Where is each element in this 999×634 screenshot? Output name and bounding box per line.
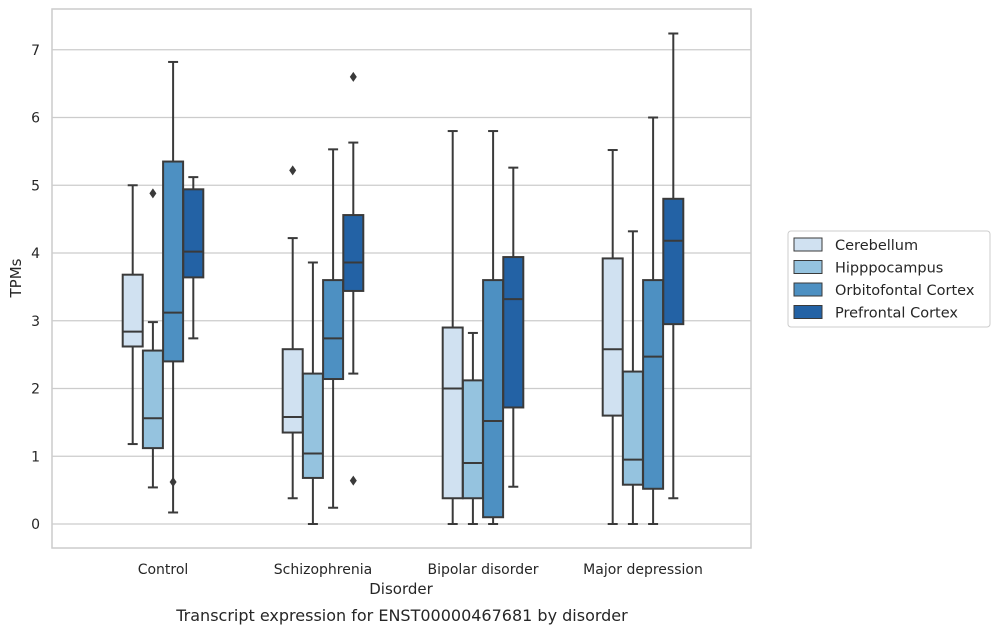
- box-iqr: [621, 370, 644, 486]
- box-iqr: [642, 279, 665, 490]
- x-tick-label: Major depression: [583, 562, 703, 578]
- box-group: [621, 230, 644, 525]
- y-tick-label: 4: [31, 246, 40, 262]
- legend-swatch: [793, 260, 823, 274]
- legend-swatch: [793, 237, 823, 252]
- box-iqr: [601, 257, 624, 417]
- box-iqr: [162, 160, 185, 363]
- legend-label: Prefrontal Cortex: [835, 306, 958, 322]
- box-group: [461, 331, 484, 525]
- legend: Cerebellum Hipppocampus Orbitofontal Corte…: [787, 230, 991, 328]
- outlier-point: [149, 188, 157, 199]
- y-tick-label: 7: [31, 43, 40, 59]
- box-group: [322, 148, 345, 509]
- y-tick-label: 3: [31, 314, 40, 330]
- y-axis-label: TPMs: [7, 258, 25, 298]
- box-group: [182, 176, 205, 340]
- box-group: [301, 261, 324, 525]
- outlier-point: [169, 476, 177, 487]
- legend-label: Orbitofontal Cortex: [835, 283, 975, 299]
- plot-frame: [51, 8, 752, 549]
- box-group: [662, 32, 685, 500]
- box-group: [601, 149, 624, 525]
- box-iqr: [281, 348, 304, 434]
- y-tick-label: 0: [31, 517, 40, 533]
- box-iqr: [141, 349, 164, 450]
- legend-label: Hipppocampus: [835, 261, 943, 277]
- box-group: [642, 116, 665, 525]
- x-tick-label: Schizophrenia: [274, 562, 372, 578]
- box-iqr: [322, 279, 345, 381]
- x-tick-label: Bipolar disorder: [427, 562, 538, 578]
- x-axis-label: Disorder: [369, 580, 433, 598]
- x-tick-labels: Control Schizophrenia Bipolar disorder Majo…: [138, 562, 703, 578]
- y-tick-label: 2: [31, 382, 40, 398]
- legend-label: Cerebellum: [835, 238, 918, 254]
- box-group: [121, 184, 144, 446]
- y-tick-labels: 0 1 2 3 4 5 6 7: [31, 43, 40, 533]
- box-iqr: [301, 372, 324, 479]
- boxes: [121, 32, 685, 525]
- box-iqr: [461, 379, 484, 500]
- box-iqr: [182, 188, 205, 279]
- outlier-point: [349, 475, 357, 486]
- box-group: [342, 71, 365, 486]
- outlier-point: [349, 71, 357, 82]
- figure-caption: Transcript expression for ENST0000046768…: [175, 606, 628, 625]
- box-group: [141, 188, 164, 489]
- legend-swatch: [793, 282, 823, 297]
- y-tick-label: 1: [31, 449, 40, 465]
- outlier-point: [289, 165, 297, 176]
- x-tick-label: Control: [138, 562, 189, 578]
- legend-frame: [787, 230, 991, 328]
- box-iqr: [502, 256, 525, 409]
- box-iqr: [482, 279, 505, 519]
- box-group: [162, 60, 185, 514]
- y-tick-label: 5: [31, 178, 40, 194]
- box-iqr: [121, 273, 144, 348]
- box-iqr: [342, 214, 365, 292]
- box-group: [502, 166, 525, 488]
- y-tick-label: 6: [31, 111, 40, 127]
- box-group: [281, 165, 304, 500]
- legend-swatch: [793, 305, 823, 319]
- box-iqr: [662, 197, 685, 326]
- box-iqr: [441, 326, 464, 500]
